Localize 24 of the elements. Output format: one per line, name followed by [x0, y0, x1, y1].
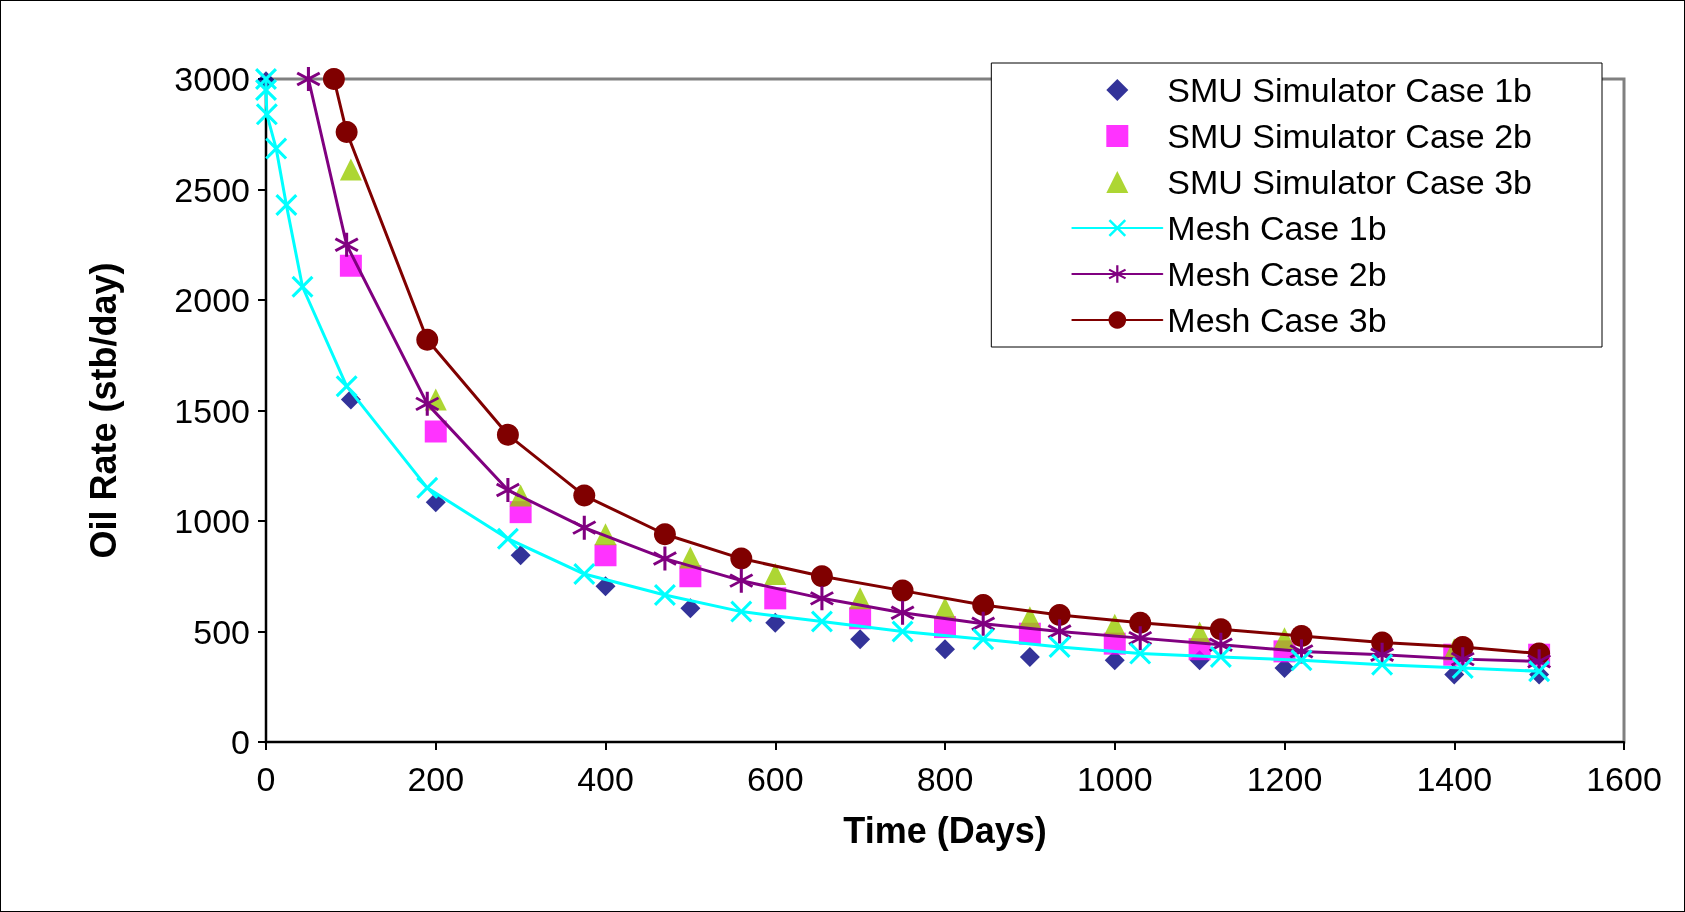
legend-label: Mesh Case 3b: [1167, 301, 1387, 339]
y-tick-label: 3000: [174, 60, 250, 98]
y-tick-label: 2000: [174, 281, 250, 319]
y-axis-title: Oil Rate (stb/day): [82, 262, 124, 559]
legend-label: SMU Simulator Case 3b: [1167, 163, 1532, 201]
x-tick-label: 1000: [1076, 760, 1153, 798]
x-tick-label: 600: [746, 760, 804, 798]
legend-label: SMU Simulator Case 1b: [1167, 71, 1532, 109]
y-tick-label: 0: [231, 723, 250, 761]
y-tick-label: 2500: [174, 170, 250, 209]
legend-label: SMU Simulator Case 2b: [1167, 117, 1532, 155]
y-tick-label: 1500: [174, 391, 250, 430]
x-tick-label: 800: [916, 760, 974, 798]
x-tick-label: 1400: [1416, 760, 1493, 798]
x-tick-label: 1200: [1246, 760, 1323, 798]
x-tick-label: 1600: [1586, 760, 1662, 798]
y-tick-label: 1000: [174, 502, 250, 540]
legend-label: Mesh Case 2b: [1167, 255, 1387, 293]
x-tick-label: 0: [256, 760, 276, 798]
legend-label: Mesh Case 1b: [1167, 209, 1387, 247]
x-tick-label: 400: [577, 760, 634, 798]
x-tick-label: 200: [407, 760, 465, 798]
y-tick-label: 500: [193, 612, 250, 651]
x-axis-title: Time (Days): [843, 809, 1047, 851]
